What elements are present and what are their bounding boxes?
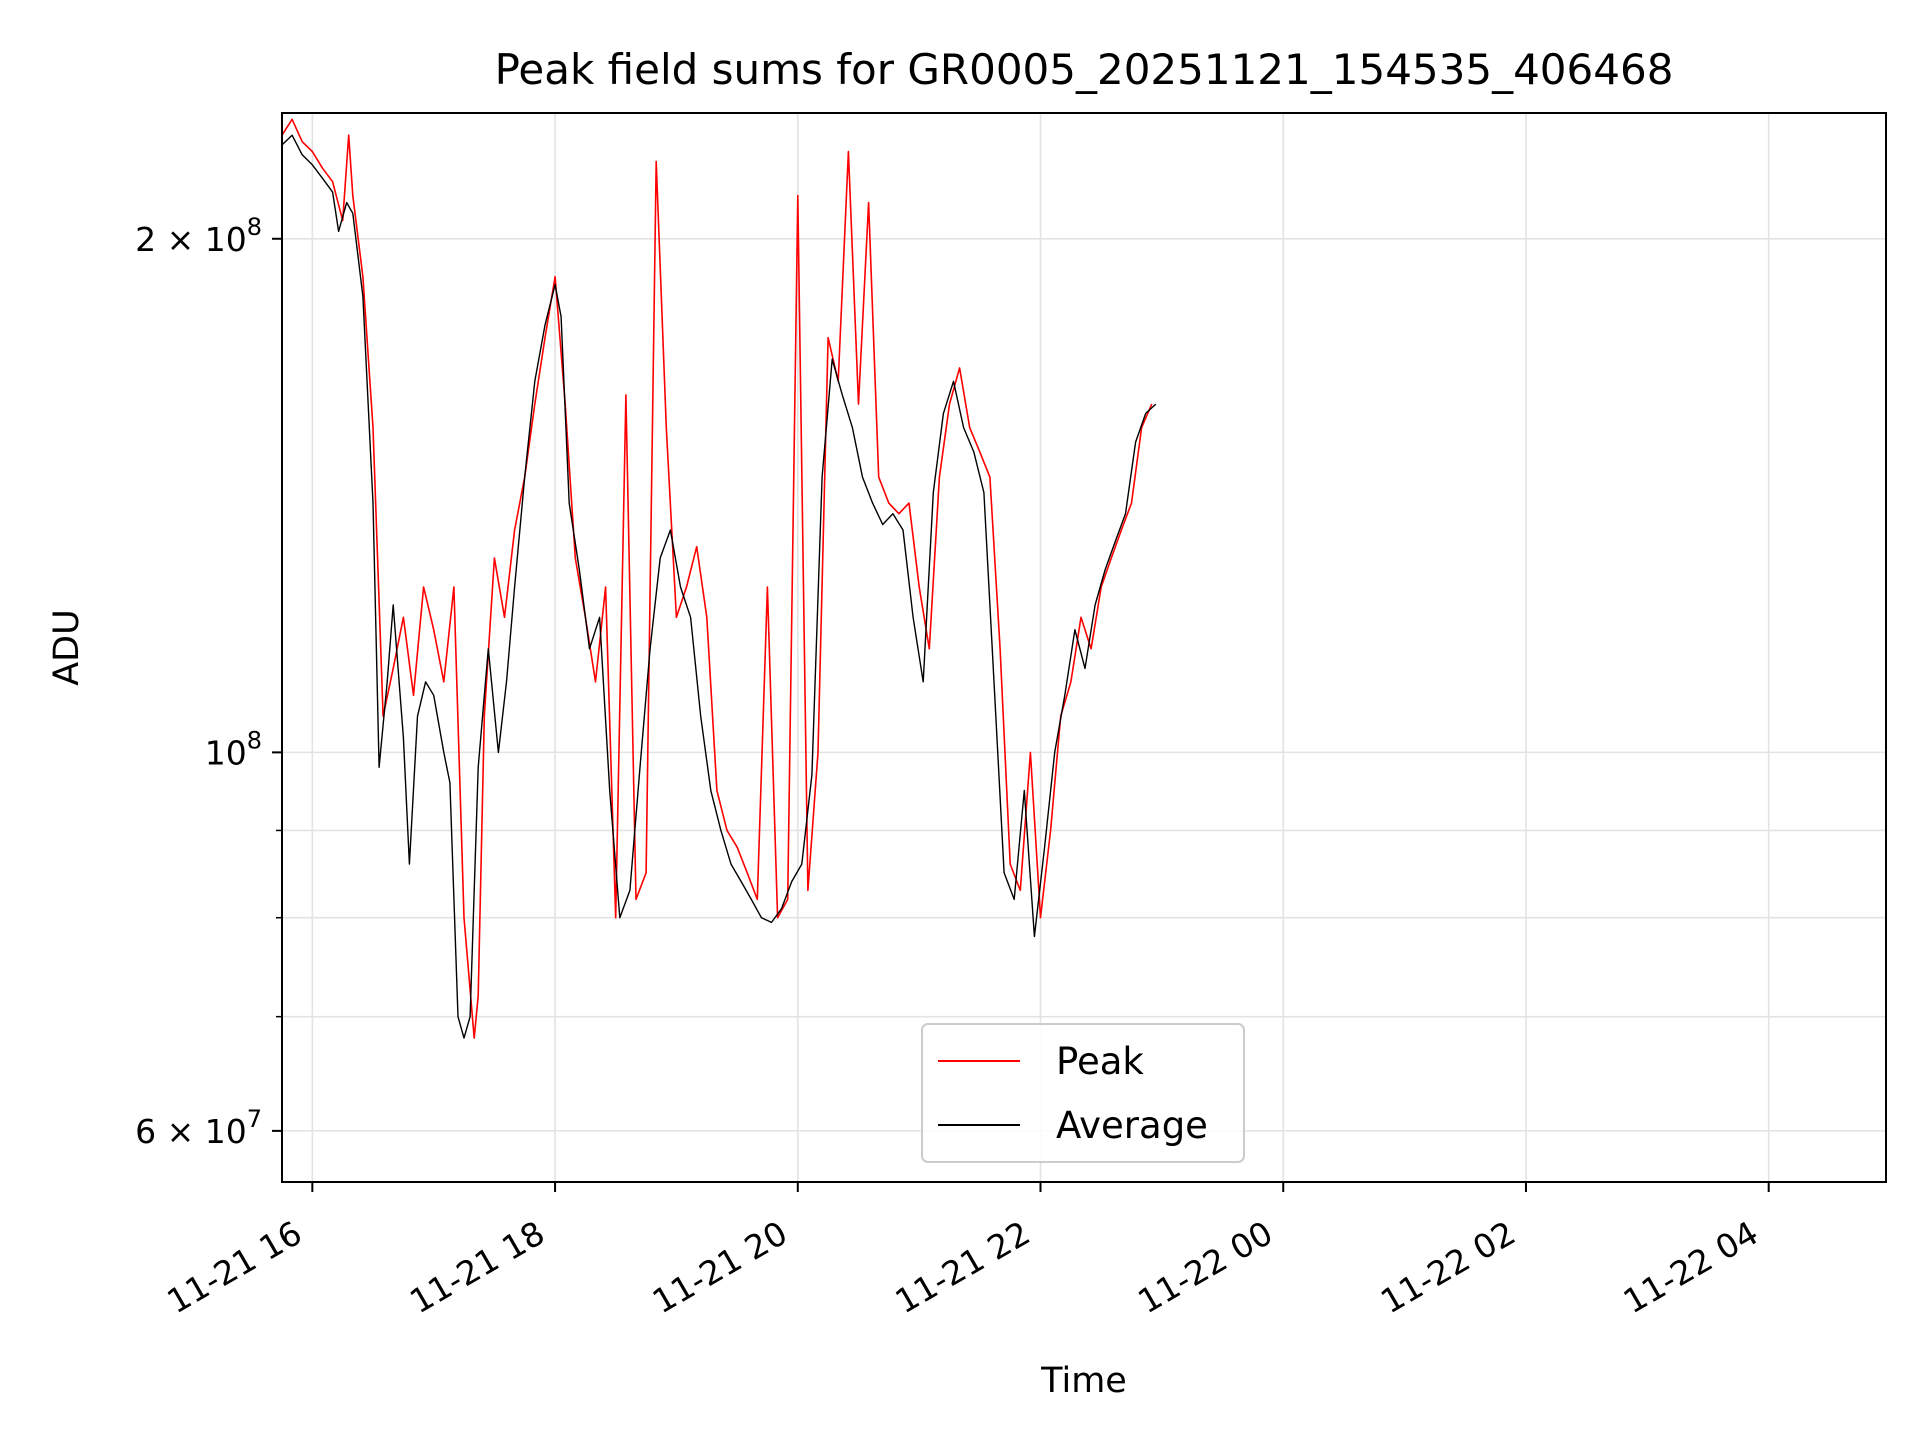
series-line-peak <box>282 118 1153 1039</box>
y-tick-label: 6 × 107 <box>135 1105 262 1151</box>
legend-label-average: Average <box>1056 1104 1208 1147</box>
y-tick-label: 2 × 108 <box>135 213 262 259</box>
chart-title: Peak field sums for GR0005_20251121_1545… <box>495 45 1674 94</box>
y-tick-label: 108 <box>205 726 262 772</box>
legend-box <box>921 1023 1245 1163</box>
y-axis-label: ADU <box>47 609 87 686</box>
chart-series <box>282 118 1157 1039</box>
legend-label-peak: Peak <box>1056 1040 1144 1083</box>
series-line-average <box>282 134 1157 1039</box>
chart-grid <box>282 113 1886 1182</box>
chart-legend: Peak Average <box>921 1023 1245 1163</box>
x-axis-label: Time <box>1040 1361 1127 1401</box>
plot-frame <box>281 112 1887 1183</box>
